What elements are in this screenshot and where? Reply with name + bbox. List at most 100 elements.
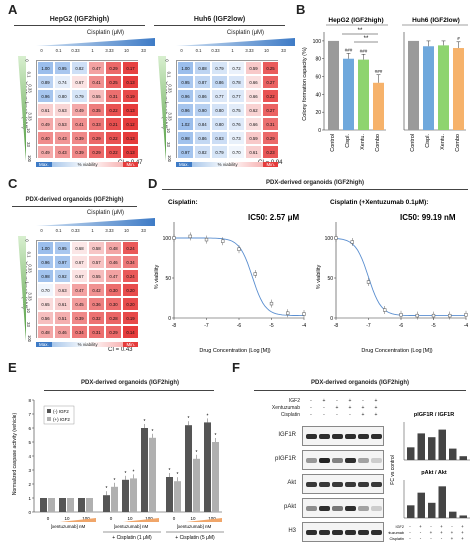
panel-d-fit-line — [335, 238, 466, 317]
panel-c-cell: 0.24 — [122, 241, 139, 255]
panel-b-ytick-label: 40 — [315, 92, 321, 98]
panel-f-quant-bar — [407, 447, 415, 460]
panel-a-left-cell: 0.61 — [37, 103, 54, 117]
panel-f-quant-sign: + — [440, 530, 443, 535]
panel-e-ylabel: Normalized caspase activity (vehicle) — [12, 413, 18, 496]
panel-f-blot-label: IGF1R — [278, 432, 296, 438]
panel-b-bar — [373, 82, 384, 130]
panel-b-ytick-label: 0 — [318, 128, 321, 134]
panel-a-right-cell: 0.75 — [228, 103, 245, 117]
panel-a-left-cell: 0.47 — [88, 61, 105, 75]
panel-a-right-row-head: 10 — [165, 128, 171, 133]
panel-a-right-cell: 0.82 — [194, 145, 211, 159]
panel-c-cell: 0.36 — [88, 297, 105, 311]
panel-a-right-col-head: 1 — [231, 48, 234, 53]
panel-a-left-row-head: 100 — [27, 155, 32, 162]
panel-b-ytick-label: 100 — [313, 39, 322, 45]
panel-a-left-cell: 0.13 — [122, 131, 139, 145]
panel-a-left-cell: 1.00 — [37, 61, 54, 75]
panel-a-right-cell: 0.84 — [194, 117, 211, 131]
panel-d-point — [415, 313, 419, 318]
panel-a-left-cell: 0.22 — [105, 145, 122, 159]
panel-e-dose-label: 10 — [127, 516, 133, 521]
panel-f-band — [319, 434, 330, 439]
panel-e-bar — [122, 479, 129, 512]
panel-a-left-cell: 0.12 — [122, 117, 139, 131]
panel-a-right-viability-max: Max. — [176, 162, 192, 167]
panel-a-right-cell: 0.80 — [211, 103, 228, 117]
panel-d-ytick-label: 100 — [325, 236, 334, 242]
panel-f-band — [306, 482, 317, 487]
panel-f-quant-sign: - — [409, 524, 411, 529]
panel-c-viability-min: Min. — [123, 342, 138, 347]
panel-f-quant-title-1: pIGF1R / IGF1R — [414, 412, 454, 418]
panel-a-right-cisplatin-ramp — [176, 38, 295, 46]
panel-f-sign: + — [335, 405, 339, 411]
panel-f-title: PDX-derived organoids (IGF2high) — [310, 380, 409, 386]
panel-f-band — [371, 482, 382, 487]
panel-a-right-grid: 1.00 0.88 0.79 0.72 0.59 0.25 0.95 0.87 0.86 0.78… — [176, 60, 279, 159]
panel-a-right-cell: 0.76 — [228, 117, 245, 131]
panel-letter-b: B — [296, 2, 306, 17]
panel-d-left-label: Cisplatin: — [168, 199, 198, 206]
panel-f-quant-sign: - — [430, 536, 432, 541]
panel-a-left-cell: 0.39 — [71, 145, 88, 159]
panel-b-sig-hash-right: # — [457, 36, 460, 41]
panel-d-title: PDX-derived organoids (IGF2high) — [265, 180, 364, 186]
panel-c-cell: 0.45 — [71, 297, 88, 311]
panel-f-quant-treatment: Xentuzumab — [388, 531, 404, 535]
panel-a-left-cell: 0.41 — [88, 75, 105, 89]
panel-e-legend-swatch-plus — [47, 417, 51, 421]
panel-c-cell: 0.98 — [37, 269, 54, 283]
panel-a-left-col-head: 10 — [124, 48, 129, 53]
panel-c-row-head: 1 — [24, 281, 30, 284]
panel-a-left-cell: 0.43 — [54, 145, 71, 159]
panel-e-star: * — [152, 429, 154, 435]
panel-e-star: * — [188, 416, 190, 422]
panel-d-ytick-label: 0 — [168, 316, 171, 322]
panel-f-band — [319, 458, 330, 463]
panel-letter-a: A — [8, 2, 18, 17]
panel-f-sign: + — [348, 398, 352, 404]
panel-d-ytick-label: 0 — [330, 316, 333, 322]
panel-e-star: * — [177, 472, 179, 478]
panel-b-bar — [358, 59, 369, 131]
panel-d-point — [448, 313, 452, 318]
panel-b-category: Control — [330, 134, 336, 152]
panel-a-left-cell: 0.96 — [37, 89, 54, 103]
panel-f-band — [345, 530, 356, 535]
panel-e-dose-ramp — [186, 518, 222, 522]
panel-d-xtick-label: -5 — [269, 323, 274, 329]
panel-c-cell: 0.14 — [122, 325, 139, 339]
panel-e-cis-label: + Cisplatin (5 μM) — [175, 535, 215, 541]
panel-a-right-cell: 0.79 — [211, 61, 228, 75]
panel-b-ytick-label: 60 — [315, 75, 321, 81]
panel-f-quant-bar — [428, 437, 436, 460]
panel-a-right-cell: 0.25 — [262, 61, 279, 75]
panel-f-blot-igf1r — [302, 426, 384, 446]
panel-a-left-row-head: 3.33 — [27, 112, 33, 121]
panel-c-cell: 0.29 — [105, 325, 122, 339]
panel-a-left-col-head: 3.33 — [105, 48, 114, 53]
panel-c-cell: 0.34 — [71, 325, 88, 339]
panel-e-dose-label: 0 — [173, 516, 176, 521]
panel-e-dose-label: 10 — [64, 516, 70, 521]
panel-a-right-col-head: 0 — [180, 48, 183, 53]
panel-f-sign: - — [323, 405, 325, 411]
panel-a-left-cell: 0.22 — [105, 103, 122, 117]
panel-e-title-rule — [44, 390, 214, 391]
panel-e-bar — [111, 486, 118, 512]
panel-c-cell: 0.63 — [54, 283, 71, 297]
panel-a-left-cell: 0.80 — [54, 89, 71, 103]
panel-d-xtick-label: -8 — [172, 323, 177, 329]
panel-a-left-viability-max: Max. — [36, 162, 52, 167]
panel-d-point — [383, 308, 387, 312]
panel-f-sign: - — [349, 412, 351, 418]
panel-c-col-head: 3.33 — [105, 228, 114, 233]
panel-f-quant-ylabel: FC vs control — [390, 455, 396, 484]
panel-a-left-cell: 0.95 — [54, 61, 71, 75]
panel-a-right-cell: 0.97 — [177, 145, 194, 159]
panel-a-left-grid: 1.00 0.95 0.82 0.47 0.29 0.17 0.89 0.74 0.67 0.41… — [36, 60, 139, 159]
panel-a-right-cell: 0.66 — [245, 117, 262, 131]
panel-f-quant-bar — [417, 492, 425, 518]
